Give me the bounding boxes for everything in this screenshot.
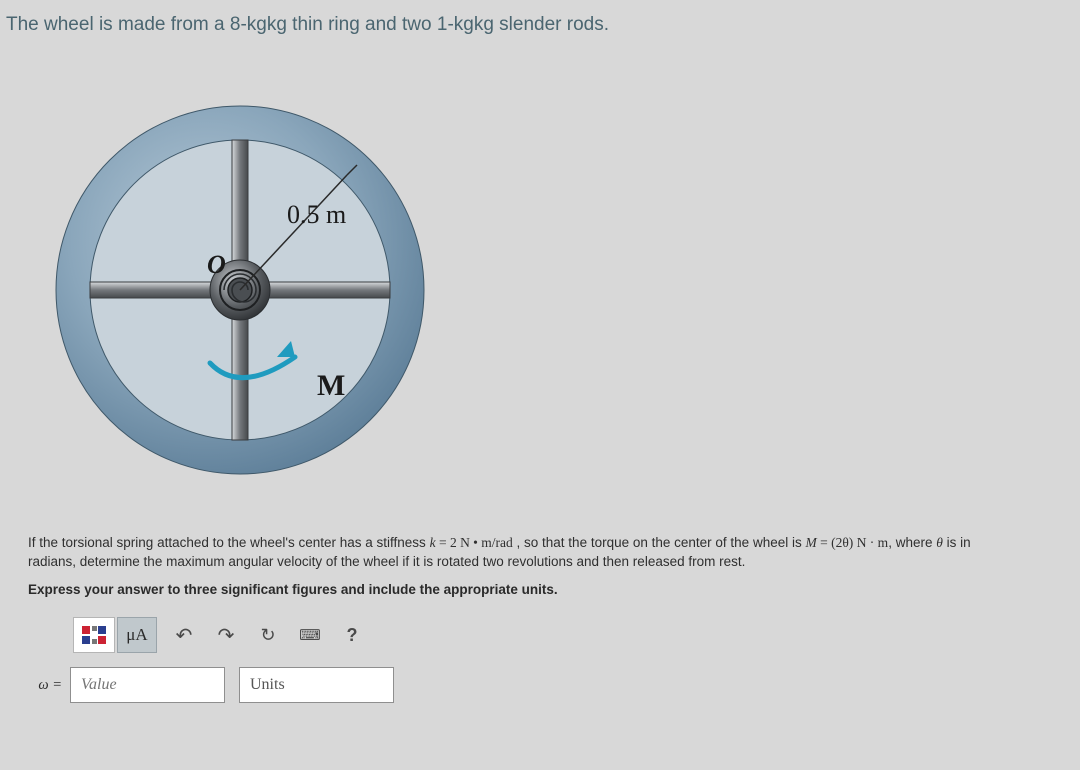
help-button[interactable]: ? — [331, 617, 373, 653]
answer-area: μA ↶ ↷ ↻ ⌨ ? ω = Units — [28, 615, 448, 703]
problem-setup-text: The wheel is made from a 8-kgkg thin rin… — [6, 14, 609, 36]
redo-button[interactable]: ↷ — [205, 617, 247, 653]
value-input[interactable] — [70, 667, 225, 703]
keyboard-button[interactable]: ⌨ — [289, 617, 331, 653]
moment-label: M — [317, 369, 345, 402]
help-icon: ? — [347, 625, 358, 646]
templates-icon — [80, 623, 108, 647]
answer-toolbar: μA ↶ ↷ ↻ ⌨ ? — [73, 615, 448, 655]
templates-button[interactable] — [73, 617, 115, 653]
answer-format-instruction: Express your answer to three significant… — [28, 582, 558, 597]
reset-button[interactable]: ↻ — [247, 617, 289, 653]
reset-icon: ↻ — [260, 625, 275, 646]
units-symbol-button[interactable]: μA — [117, 617, 157, 653]
undo-button[interactable]: ↶ — [163, 617, 205, 653]
undo-icon: ↶ — [176, 623, 193, 648]
radius-label: 0.5 m — [287, 200, 346, 229]
center-label: O — [207, 250, 226, 279]
wheel-svg: O 0.5 m M — [55, 95, 425, 485]
wheel-figure: O 0.5 m M — [55, 95, 425, 485]
answer-input-row: ω = Units — [28, 667, 448, 703]
variable-label: ω = — [28, 677, 62, 694]
units-input[interactable]: Units — [239, 667, 394, 703]
problem-text: If the torsional spring attached to the … — [28, 534, 1062, 571]
keyboard-icon: ⌨ — [299, 626, 321, 644]
redo-icon: ↷ — [218, 623, 235, 648]
